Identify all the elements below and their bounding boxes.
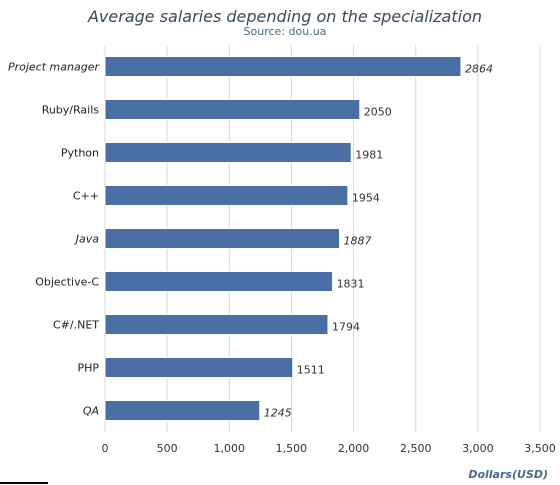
bar — [104, 185, 349, 206]
chart-subtitle: Source: dou.ua — [244, 25, 327, 38]
x-tick-label: 3,500 — [524, 442, 556, 455]
bar — [104, 228, 341, 249]
x-axis-title: Dollars(USD) — [468, 468, 548, 481]
bar — [104, 357, 294, 378]
value-label: 1887 — [344, 235, 372, 248]
bar — [104, 400, 261, 421]
value-labels: 2864 2050 1981 1954 1887 1831 1794 1511 1245 — [264, 63, 493, 420]
bar — [104, 271, 334, 292]
category-label: Java — [74, 233, 99, 246]
category-label: Project manager — [8, 61, 100, 74]
category-label: C#/.NET — [53, 319, 99, 332]
x-tick-label: 1,000 — [214, 442, 246, 455]
category-label: Objective-C — [35, 276, 99, 289]
x-tick-label: 0 — [102, 442, 109, 455]
value-label: 1245 — [264, 407, 292, 420]
value-label: 1511 — [297, 364, 325, 377]
bars — [104, 56, 462, 421]
x-axis-ticks: 0 500 1,000 1,500 2,000 2,500 3,000 3,500 — [102, 442, 556, 455]
category-label: QA — [83, 405, 99, 418]
category-label: Ruby/Rails — [42, 104, 100, 117]
value-label: 1831 — [337, 278, 365, 291]
category-label: C++ — [73, 190, 99, 203]
chart-title: Average salaries depending on the specia… — [87, 7, 482, 26]
value-label: 1794 — [332, 321, 360, 334]
x-tick-label: 500 — [157, 442, 178, 455]
category-labels: Project manager Ruby/Rails Python C++ Java Ob… — [8, 61, 100, 418]
bar — [104, 99, 361, 120]
bar — [104, 142, 352, 163]
x-tick-label: 2,500 — [400, 442, 432, 455]
value-label: 2864 — [465, 63, 493, 76]
bar — [104, 314, 329, 335]
value-label: 1954 — [352, 192, 380, 205]
category-label: Python — [61, 147, 99, 160]
x-tick-label: 1,500 — [276, 442, 308, 455]
bar — [104, 56, 462, 77]
value-label: 2050 — [364, 106, 392, 119]
x-tick-label: 2,000 — [338, 442, 370, 455]
x-tick-label: 3,000 — [462, 442, 494, 455]
value-label: 1981 — [355, 149, 383, 162]
category-label: PHP — [77, 362, 99, 375]
